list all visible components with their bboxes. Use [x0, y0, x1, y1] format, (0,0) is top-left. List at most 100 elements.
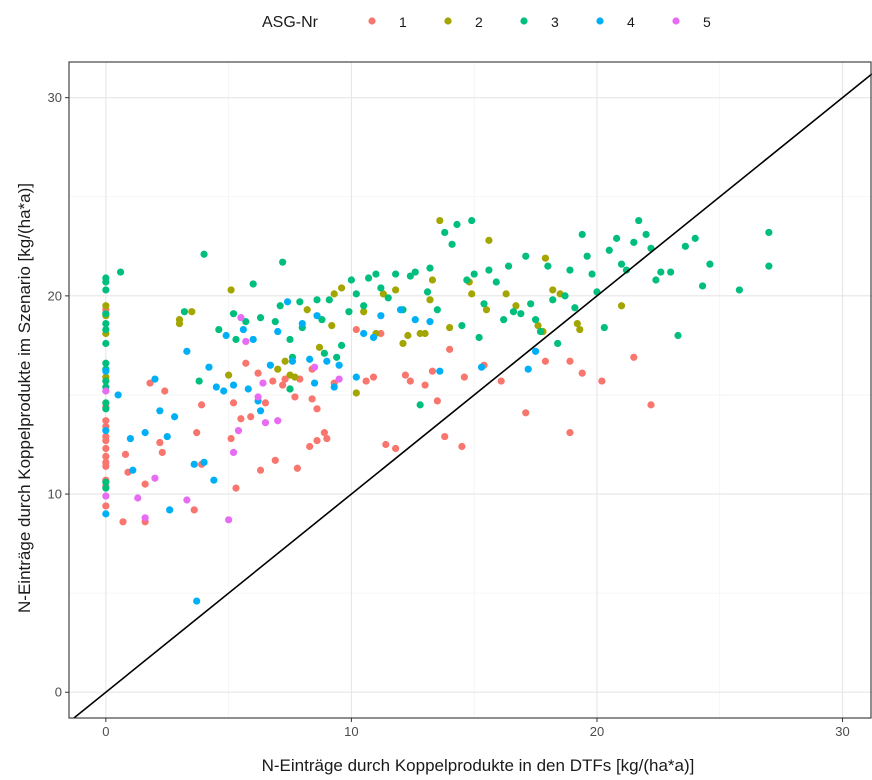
data-point-asg-5	[237, 314, 245, 322]
data-point-asg-4	[360, 329, 368, 338]
data-point-asg-3	[706, 260, 714, 268]
data-point-asg-4	[193, 597, 201, 605]
data-point-asg-1	[158, 448, 166, 457]
x-tick-label: 0	[102, 724, 109, 739]
data-point-asg-3	[347, 276, 356, 284]
data-point-asg-1	[261, 399, 270, 407]
data-point-asg-3	[622, 266, 631, 274]
data-point-asg-3	[635, 216, 643, 225]
data-point-asg-3	[600, 323, 608, 332]
data-point-asg-3	[468, 216, 476, 225]
data-point-asg-3	[102, 405, 110, 413]
data-point-asg-3	[337, 341, 346, 350]
data-point-asg-3	[588, 270, 596, 278]
data-point-asg-5	[183, 496, 191, 504]
data-point-asg-3	[102, 320, 110, 328]
data-point-asg-2	[225, 371, 233, 379]
legend-key-asg-3	[520, 17, 528, 25]
data-point-asg-2	[404, 331, 412, 340]
data-point-asg-2	[102, 302, 110, 310]
data-point-asg-1	[362, 377, 370, 385]
data-point-asg-3	[411, 268, 419, 276]
data-point-asg-5	[102, 387, 110, 395]
data-point-asg-2	[468, 290, 476, 298]
data-point-asg-1	[281, 375, 289, 383]
reference-line	[73, 73, 872, 719]
data-point-asg-4	[151, 375, 159, 383]
data-point-asg-3	[642, 230, 650, 239]
data-point-asg-3	[102, 478, 110, 486]
data-point-asg-1	[247, 413, 255, 421]
data-point-asg-3	[102, 359, 110, 367]
data-point-asg-2	[188, 308, 196, 316]
data-point-asg-2	[421, 329, 429, 338]
data-point-asg-3	[605, 246, 613, 254]
legend-key-asg-4	[596, 17, 604, 25]
data-point-asg-2	[502, 290, 510, 298]
data-point-asg-1	[428, 367, 437, 375]
data-point-asg-3	[735, 286, 743, 294]
data-point-asg-4	[306, 355, 314, 363]
data-point-asg-5	[151, 474, 159, 482]
data-point-asg-3	[352, 290, 360, 298]
data-point-asg-4	[114, 391, 122, 399]
legend-label-asg-4: 4	[627, 14, 635, 30]
data-point-asg-3	[116, 268, 125, 276]
data-point-asg-3	[544, 262, 552, 270]
data-point-asg-3	[296, 298, 304, 306]
x-tick-label: 30	[835, 724, 849, 739]
data-point-asg-3	[561, 292, 569, 300]
legend-title: ASG-Nr	[262, 14, 319, 31]
data-point-asg-4	[396, 306, 405, 314]
data-point-asg-3	[765, 262, 773, 270]
legend-items: 1 2 3 4 5	[368, 14, 711, 30]
data-point-asg-2	[175, 316, 184, 324]
data-point-asg-1	[566, 429, 574, 437]
data-point-asg-3	[657, 268, 665, 276]
data-point-asg-2	[328, 321, 336, 330]
data-point-asg-4	[156, 407, 164, 415]
data-point-asg-2	[576, 325, 584, 334]
data-point-asg-2	[315, 343, 324, 351]
data-point-asg-3	[215, 325, 223, 334]
data-point-asg-2	[482, 306, 491, 314]
data-point-asg-5	[261, 419, 270, 427]
data-point-asg-1	[242, 359, 250, 367]
data-point-asg-1	[382, 440, 390, 449]
data-point-asg-1	[541, 357, 549, 365]
data-point-asg-3	[333, 353, 341, 361]
data-point-asg-2	[426, 296, 434, 304]
data-point-asg-4	[283, 298, 292, 306]
data-point-asg-2	[541, 254, 549, 262]
data-point-asg-4	[102, 367, 110, 375]
data-point-asg-1	[102, 432, 110, 441]
legend-label-asg-2: 2	[475, 14, 483, 30]
data-point-asg-3	[448, 240, 456, 248]
data-point-asg-3	[242, 318, 250, 326]
data-point-asg-4	[229, 381, 238, 389]
data-point-asg-3	[249, 280, 257, 288]
data-point-asg-1	[647, 401, 655, 409]
grid-minor	[69, 62, 872, 718]
data-point-asg-4	[256, 407, 265, 415]
data-point-asg-3	[765, 228, 773, 237]
data-point-asg-2	[512, 302, 520, 310]
data-point-asg-5	[310, 363, 319, 371]
data-point-asg-3	[674, 331, 682, 340]
data-point-asg-4	[190, 460, 198, 468]
data-point-asg-1	[269, 377, 277, 385]
data-point-asg-1	[232, 484, 240, 492]
data-point-asg-3	[229, 310, 238, 318]
data-point-asg-1	[313, 436, 321, 445]
data-point-asg-2	[573, 320, 581, 328]
data-point-asg-4	[377, 312, 385, 320]
data-point-asg-1	[566, 357, 574, 365]
data-point-asg-3	[433, 306, 441, 314]
data-point-asg-4	[222, 331, 230, 340]
data-point-asg-4	[330, 383, 338, 391]
x-axis: 0 10 20 30	[102, 718, 850, 739]
data-point-asg-3	[485, 266, 493, 274]
data-point-asg-3	[102, 286, 110, 294]
data-point-asg-3	[536, 327, 545, 336]
data-point-asg-3	[313, 296, 321, 304]
